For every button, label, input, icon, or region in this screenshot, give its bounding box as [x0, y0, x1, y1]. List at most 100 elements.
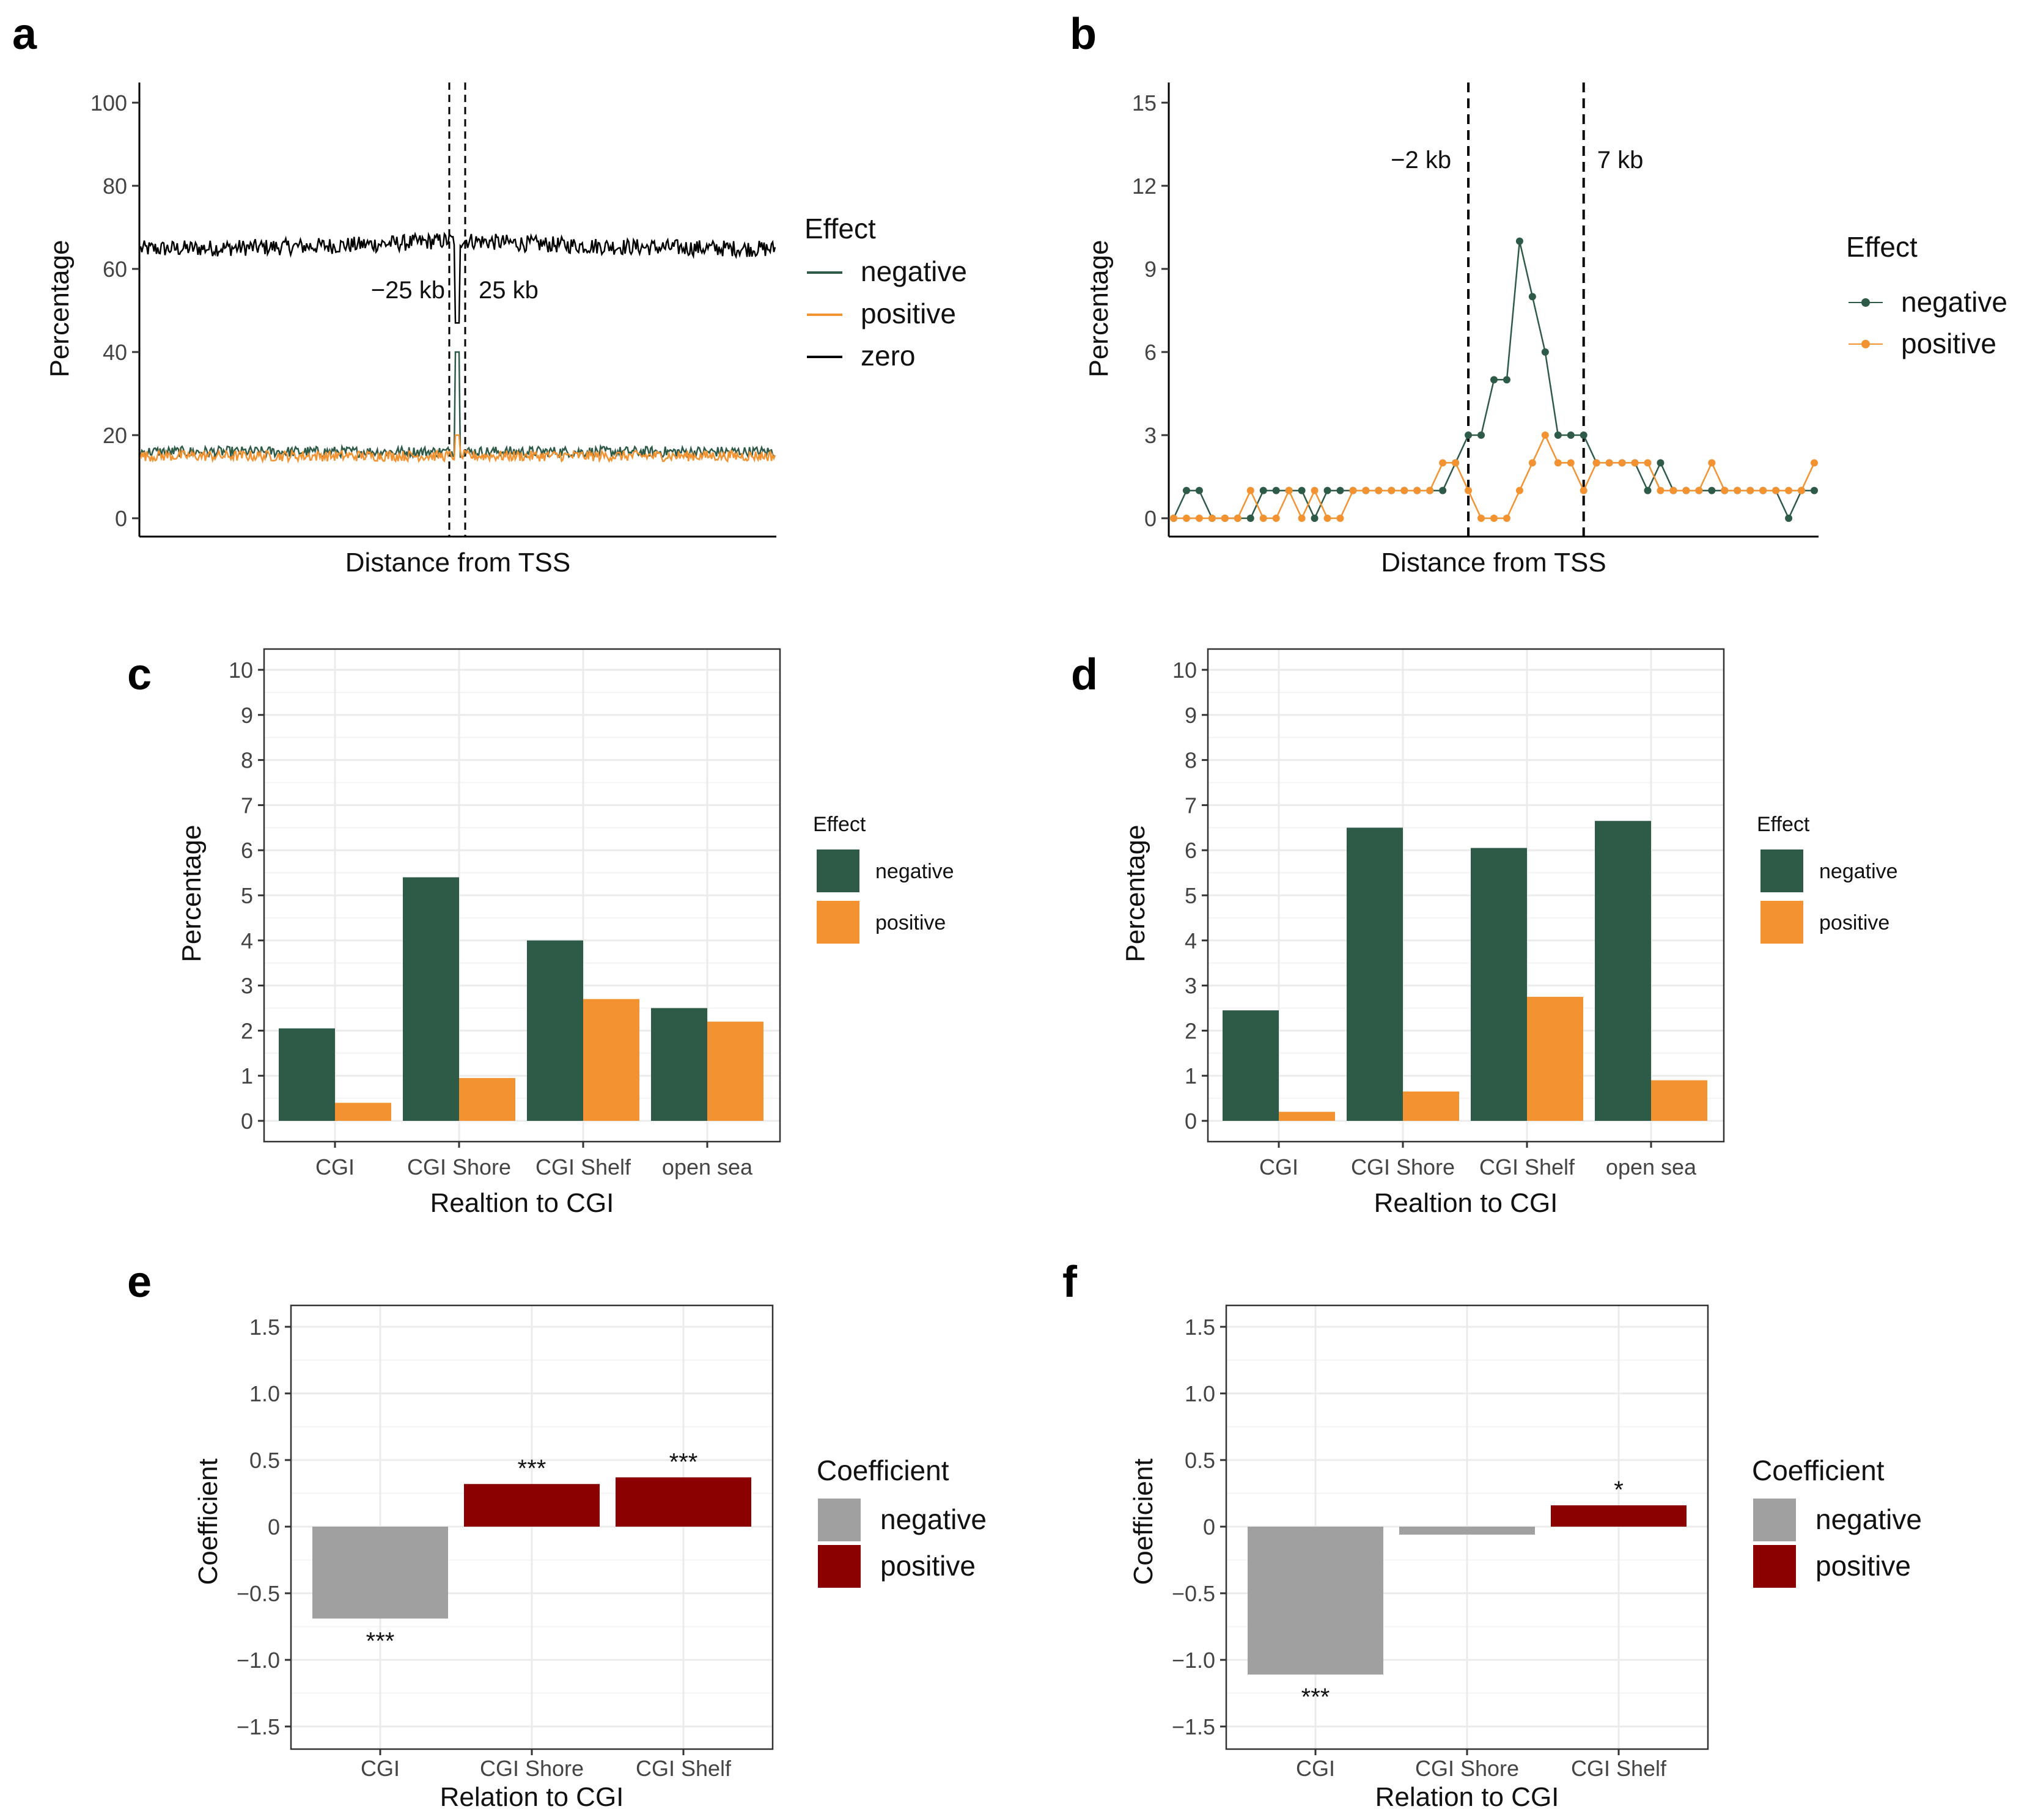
data-point-negative — [1298, 486, 1306, 494]
legend-title: Effect — [804, 213, 876, 244]
y-tick-label: 4 — [241, 928, 253, 953]
y-axis-title: Coefficient — [193, 1458, 223, 1585]
x-tick-label: CGI — [315, 1154, 355, 1180]
legend-label-zero: zero — [861, 340, 915, 372]
y-tick-label: 1.0 — [249, 1381, 280, 1406]
significance-label: * — [1614, 1477, 1624, 1503]
x-tick-label: CGI Shelf — [1571, 1756, 1667, 1781]
panel-c: CGI CGI Shore CGI Shelf open sea 0 1 2 3 4 5 6 7 8 9 1… — [177, 648, 954, 1218]
x-tick-label: CGI Shelf — [535, 1154, 631, 1180]
data-point-positive — [1311, 486, 1319, 494]
y-tick-label: 6 — [1185, 838, 1197, 863]
data-point-positive — [1657, 486, 1665, 494]
x-tick-label: CGI — [361, 1756, 400, 1781]
legend-dot-positive — [1861, 340, 1870, 348]
data-point-positive — [1221, 515, 1229, 522]
bar-positive — [1551, 1505, 1687, 1527]
y-tick-label: 1.0 — [1185, 1381, 1215, 1406]
data-point-positive — [1298, 515, 1306, 522]
significance-label: *** — [518, 1455, 546, 1482]
data-point-positive — [1490, 515, 1498, 522]
data-point-positive — [1388, 486, 1396, 494]
data-point-positive — [1170, 515, 1177, 522]
data-point-positive — [1234, 515, 1242, 522]
vline-label: −25 kb — [371, 277, 445, 304]
data-point-positive — [1195, 515, 1203, 522]
data-point-positive — [1413, 486, 1421, 494]
legend-dot-negative — [1861, 298, 1870, 307]
x-tick-label: CGI Shore — [1415, 1756, 1519, 1781]
significance-label: *** — [669, 1448, 698, 1475]
panel-label-d: d — [1071, 650, 1098, 699]
bar-negative — [312, 1527, 448, 1619]
series-line-negative — [139, 351, 776, 460]
bar-negative — [1223, 1010, 1279, 1121]
data-point-negative — [1567, 431, 1575, 439]
panel-label-b: b — [1070, 10, 1097, 59]
x-tick-label: CGI Shelf — [1479, 1154, 1575, 1180]
data-point-positive — [1605, 459, 1613, 467]
bar-negative — [1595, 821, 1651, 1121]
bar-positive — [1403, 1092, 1459, 1121]
bar-negative — [1248, 1527, 1383, 1675]
x-axis-title: Realtion to CGI — [430, 1188, 614, 1218]
y-tick-label: 10 — [1172, 658, 1197, 683]
significance-label: *** — [366, 1627, 395, 1654]
x-tick-label: CGI Shore — [1351, 1154, 1455, 1180]
x-axis-title: Relation to CGI — [1375, 1782, 1559, 1812]
y-axis-title: Coefficient — [1128, 1458, 1158, 1585]
y-tick-label: 0 — [1185, 1109, 1197, 1134]
legend-key-negative — [818, 1499, 861, 1541]
legend-label-positive: positive — [1901, 328, 1996, 359]
legend-label-positive: positive — [1815, 1550, 1911, 1582]
bar-positive — [464, 1484, 600, 1527]
legend-label-negative: negative — [861, 255, 967, 287]
legend-key-positive — [817, 901, 859, 944]
data-point-positive — [1336, 515, 1344, 522]
data-point-positive — [1708, 459, 1716, 467]
data-point-negative — [1541, 348, 1549, 356]
y-tick-label: 0 — [115, 506, 127, 531]
y-tick-label: 0 — [1203, 1514, 1215, 1539]
y-tick-label: 3 — [1185, 974, 1197, 999]
y-tick-label: −1.0 — [237, 1648, 280, 1673]
data-point-negative — [1515, 237, 1523, 245]
y-tick-label: 0.5 — [249, 1448, 280, 1473]
y-tick-label: −1.0 — [1172, 1648, 1215, 1673]
data-point-positive — [1734, 486, 1742, 494]
y-tick-label: 0.5 — [1185, 1448, 1215, 1473]
y-tick-label: 3 — [241, 974, 253, 999]
data-point-negative — [1477, 431, 1485, 439]
data-point-positive — [1477, 515, 1485, 522]
data-point-negative — [1554, 431, 1562, 439]
legend-label-negative: negative — [1819, 860, 1898, 883]
x-axis-title: Distance from TSS — [345, 548, 570, 578]
bar-positive — [1527, 997, 1583, 1121]
x-tick-label: CGI Shore — [407, 1154, 511, 1180]
y-tick-label: 7 — [1185, 793, 1197, 818]
data-point-negative — [1708, 486, 1716, 494]
series-line-positive — [139, 434, 776, 464]
y-tick-label: 5 — [1185, 883, 1197, 908]
data-point-positive — [1682, 486, 1690, 494]
y-tick-label: 40 — [103, 340, 127, 365]
panel-label-e: e — [127, 1258, 152, 1307]
legend-title: Coefficient — [1752, 1455, 1885, 1486]
data-point-positive — [1631, 459, 1639, 467]
panel-a: 0 20 40 60 80 100 −25 kb 25 kb Distance from TSS… — [45, 83, 967, 578]
bar-positive — [707, 1021, 763, 1121]
y-tick-label: 10 — [229, 658, 253, 683]
legend-label-positive: positive — [875, 911, 946, 934]
data-point-positive — [1375, 486, 1383, 494]
x-axis-title: Realtion to CGI — [1374, 1188, 1558, 1218]
x-tick-label: open sea — [1606, 1154, 1697, 1180]
legend-label-negative: negative — [880, 1503, 987, 1535]
legend-title: Effect — [1757, 813, 1810, 836]
y-tick-label: 8 — [1185, 748, 1197, 773]
y-tick-label: 2 — [1185, 1018, 1197, 1043]
y-tick-label: 6 — [241, 838, 253, 863]
data-point-positive — [1426, 486, 1434, 494]
y-axis-title: Percentage — [45, 240, 75, 377]
series-line-zero — [139, 231, 776, 324]
data-point-negative — [1246, 515, 1254, 522]
